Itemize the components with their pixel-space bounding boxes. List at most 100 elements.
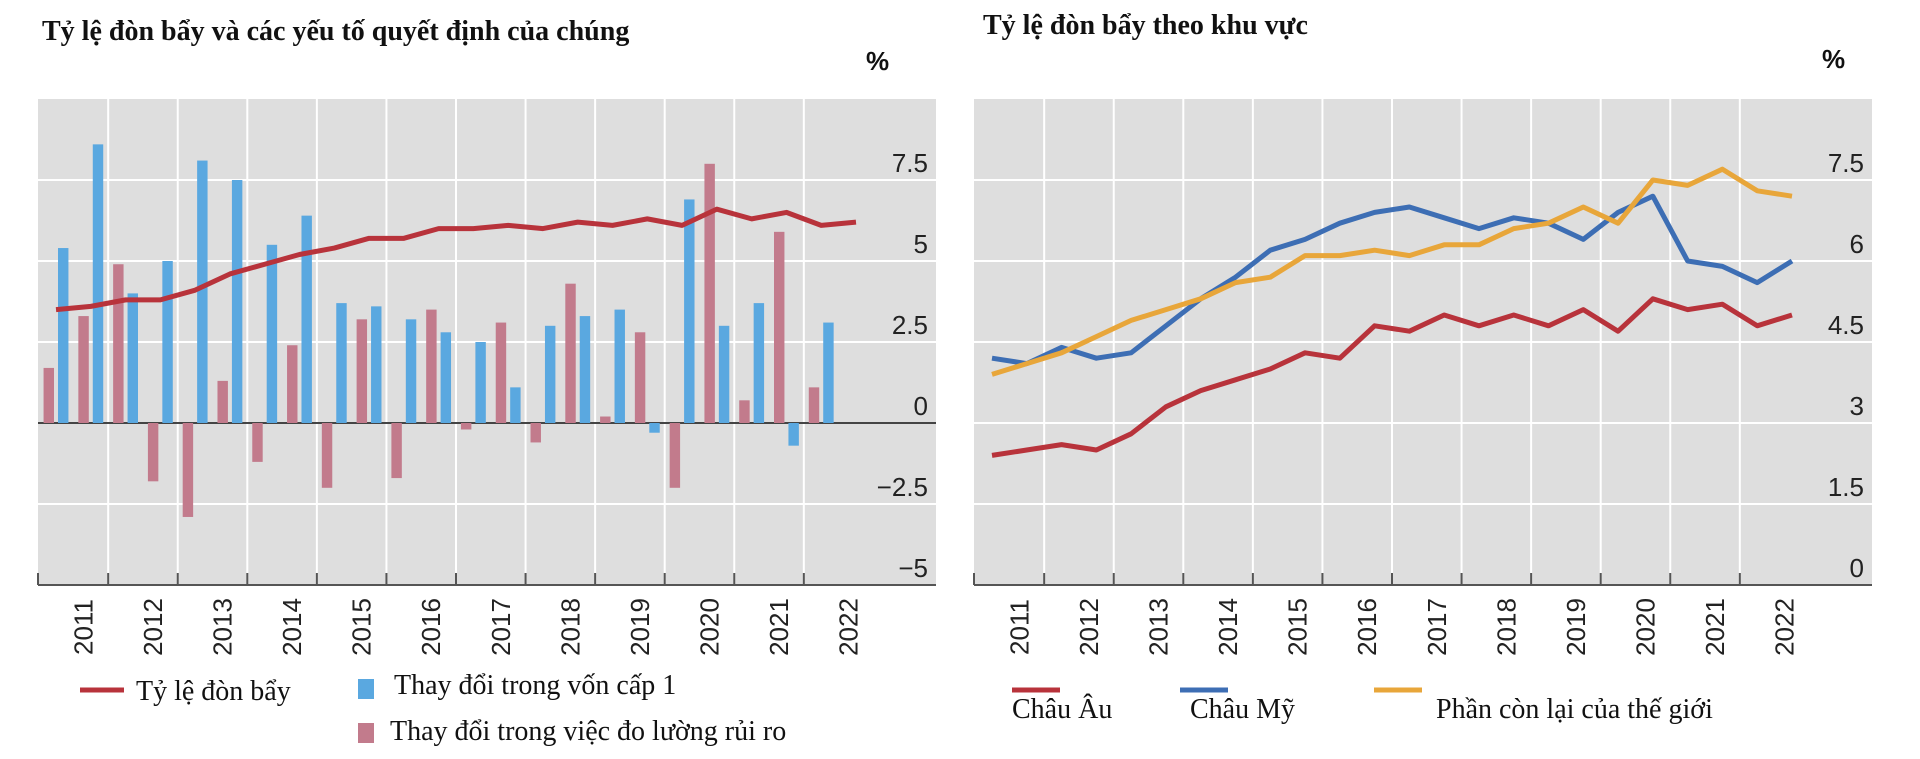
x-tick-label: 2013 — [208, 598, 238, 656]
bar-thay-doi-trong-von-cap-1 — [127, 293, 138, 423]
y-tick-label: 1.5 — [1828, 472, 1864, 502]
bar-thay-doi-trong-von-cap-1 — [162, 261, 173, 423]
bar-thay-doi-trong-viec-do-luong-rui-ro — [217, 380, 228, 423]
bar-thay-doi-trong-viec-do-luong-rui-ro — [530, 423, 541, 443]
bar-thay-doi-trong-viec-do-luong-rui-ro — [669, 423, 681, 488]
y-tick-label: 0 — [1850, 553, 1864, 583]
x-tick-label: 2016 — [1352, 598, 1382, 656]
bar-thay-doi-trong-von-cap-1 — [440, 332, 452, 423]
bar-thay-doi-trong-viec-do-luong-rui-ro — [774, 231, 785, 423]
bar-thay-doi-trong-viec-do-luong-rui-ro — [634, 332, 646, 423]
x-tick-label: 2021 — [764, 598, 794, 656]
legend-label-leverage: Tỷ lệ đòn bẩy — [136, 676, 291, 707]
x-tick-label: 2017 — [486, 598, 516, 656]
y-tick-label: 4.5 — [1828, 310, 1864, 340]
bar-thay-doi-trong-von-cap-1 — [718, 325, 730, 423]
left-chart: Tỷ lệ đòn bẩy và các yếu tố quyết định c… — [37, 16, 936, 656]
bar-thay-doi-trong-von-cap-1 — [371, 306, 382, 423]
bar-thay-doi-trong-von-cap-1 — [197, 160, 208, 423]
x-tick-label: 2012 — [1074, 598, 1104, 656]
legend-label-americas: Châu Mỹ — [1190, 694, 1295, 725]
x-tick-label: 2012 — [138, 598, 168, 656]
x-tick-label: 2022 — [834, 598, 864, 656]
bar-thay-doi-trong-viec-do-luong-rui-ro — [460, 423, 472, 430]
x-tick-label: 2016 — [416, 598, 446, 656]
legend-label-tier1: Thay đổi trong vốn cấp 1 — [394, 670, 676, 701]
y-tick-label: 2.5 — [892, 310, 928, 340]
bar-thay-doi-trong-viec-do-luong-rui-ro — [600, 416, 611, 423]
right-chart-title: Tỷ lệ đòn bẩy theo khu vực — [983, 10, 1308, 41]
bar-thay-doi-trong-viec-do-luong-rui-ro — [739, 400, 750, 423]
x-tick-label: 2017 — [1422, 598, 1452, 656]
bar-thay-doi-trong-viec-do-luong-rui-ro — [147, 423, 159, 482]
bar-thay-doi-trong-von-cap-1 — [579, 316, 591, 423]
bar-thay-doi-trong-viec-do-luong-rui-ro — [182, 423, 194, 517]
legend-swatch-tier1 — [358, 679, 374, 699]
line-chau-my — [991, 193, 1794, 367]
x-tick-label: 2014 — [1213, 598, 1243, 656]
y-tick-label: −5 — [898, 553, 928, 583]
bar-thay-doi-trong-viec-do-luong-rui-ro — [565, 283, 576, 423]
bar-thay-doi-trong-viec-do-luong-rui-ro — [43, 367, 54, 423]
x-tick-label: 2015 — [1283, 598, 1313, 656]
y-tick-label: 7.5 — [1828, 148, 1864, 178]
left-legend: Tỷ lệ đòn bẩy Thay đổi trong vốn cấp 1 T… — [80, 670, 786, 747]
x-tick-label: 2018 — [555, 598, 585, 656]
bar-thay-doi-trong-viec-do-luong-rui-ro — [426, 309, 437, 423]
y-tick-label: 7.5 — [892, 148, 928, 178]
bar-thay-doi-trong-von-cap-1 — [336, 303, 347, 423]
left-chart-unit: % — [866, 46, 889, 76]
left-chart-title: Tỷ lệ đòn bẩy và các yếu tố quyết định c… — [42, 16, 629, 47]
bar-thay-doi-trong-viec-do-luong-rui-ro — [252, 423, 263, 462]
bar-thay-doi-trong-von-cap-1 — [823, 322, 834, 423]
bar-thay-doi-trong-von-cap-1 — [92, 144, 104, 424]
legend-label-europe: Châu Âu — [1012, 694, 1112, 725]
x-tick-label: 2011 — [1004, 599, 1034, 655]
bar-thay-doi-trong-viec-do-luong-rui-ro — [391, 423, 402, 479]
y-tick-label: 0 — [914, 391, 928, 421]
bar-thay-doi-trong-von-cap-1 — [510, 387, 521, 423]
bar-thay-doi-trong-von-cap-1 — [753, 303, 765, 423]
x-tick-label: 2019 — [1561, 598, 1591, 656]
x-tick-label: 2015 — [347, 598, 377, 656]
y-tick-label: 5 — [914, 229, 928, 259]
x-tick-label: 2020 — [1630, 598, 1660, 656]
bar-thay-doi-trong-von-cap-1 — [544, 325, 556, 423]
x-tick-label: 2020 — [694, 598, 724, 656]
bar-thay-doi-trong-viec-do-luong-rui-ro — [321, 423, 333, 488]
bar-thay-doi-trong-von-cap-1 — [684, 199, 695, 423]
y-tick-label: 6 — [1850, 229, 1864, 259]
right-legend: Châu Âu Châu Mỹ Phần còn lại của thế giớ… — [1012, 687, 1713, 725]
y-tick-label: 3 — [1850, 391, 1864, 421]
bar-thay-doi-trong-viec-do-luong-rui-ro — [495, 322, 507, 423]
line-phan-con-lai-cua-the-gioi — [991, 166, 1793, 377]
right-chart: Tỷ lệ đòn bẩy theo khu vực % 7.5 6 4.5 3 1.5… — [973, 10, 1872, 656]
bar-thay-doi-trong-viec-do-luong-rui-ro — [78, 316, 89, 423]
bar-thay-doi-trong-viec-do-luong-rui-ro — [808, 387, 820, 423]
legend-swatch-risk — [358, 723, 374, 743]
x-tick-label: 2014 — [277, 598, 307, 656]
right-chart-unit: % — [1822, 44, 1845, 74]
x-tick-label: 2018 — [1491, 598, 1521, 656]
x-tick-label: 2019 — [625, 598, 655, 656]
bar-thay-doi-trong-viec-do-luong-rui-ro — [356, 319, 368, 423]
bar-thay-doi-trong-von-cap-1 — [301, 215, 312, 423]
bar-thay-doi-trong-von-cap-1 — [58, 248, 69, 423]
y-tick-label: −2.5 — [877, 472, 928, 502]
bar-thay-doi-trong-von-cap-1 — [266, 244, 278, 423]
bar-thay-doi-trong-von-cap-1 — [649, 423, 660, 433]
line-ty-le-don-bay — [55, 206, 857, 313]
bar-thay-doi-trong-viec-do-luong-rui-ro — [704, 163, 715, 424]
bar-thay-doi-trong-von-cap-1 — [475, 342, 486, 423]
bar-thay-doi-trong-von-cap-1 — [231, 180, 243, 423]
x-tick-label: 2022 — [1770, 598, 1800, 656]
x-tick-label: 2013 — [1144, 598, 1174, 656]
bar-thay-doi-trong-von-cap-1 — [788, 423, 799, 446]
legend-label-rest-of-world: Phần còn lại của thế giới — [1436, 694, 1713, 725]
x-tick-label: 2021 — [1700, 598, 1730, 656]
bar-thay-doi-trong-von-cap-1 — [405, 319, 417, 423]
legend-label-risk: Thay đổi trong việc đo lường rủi ro — [390, 716, 786, 747]
bar-thay-doi-trong-viec-do-luong-rui-ro — [287, 345, 298, 423]
bar-thay-doi-trong-von-cap-1 — [614, 309, 625, 423]
